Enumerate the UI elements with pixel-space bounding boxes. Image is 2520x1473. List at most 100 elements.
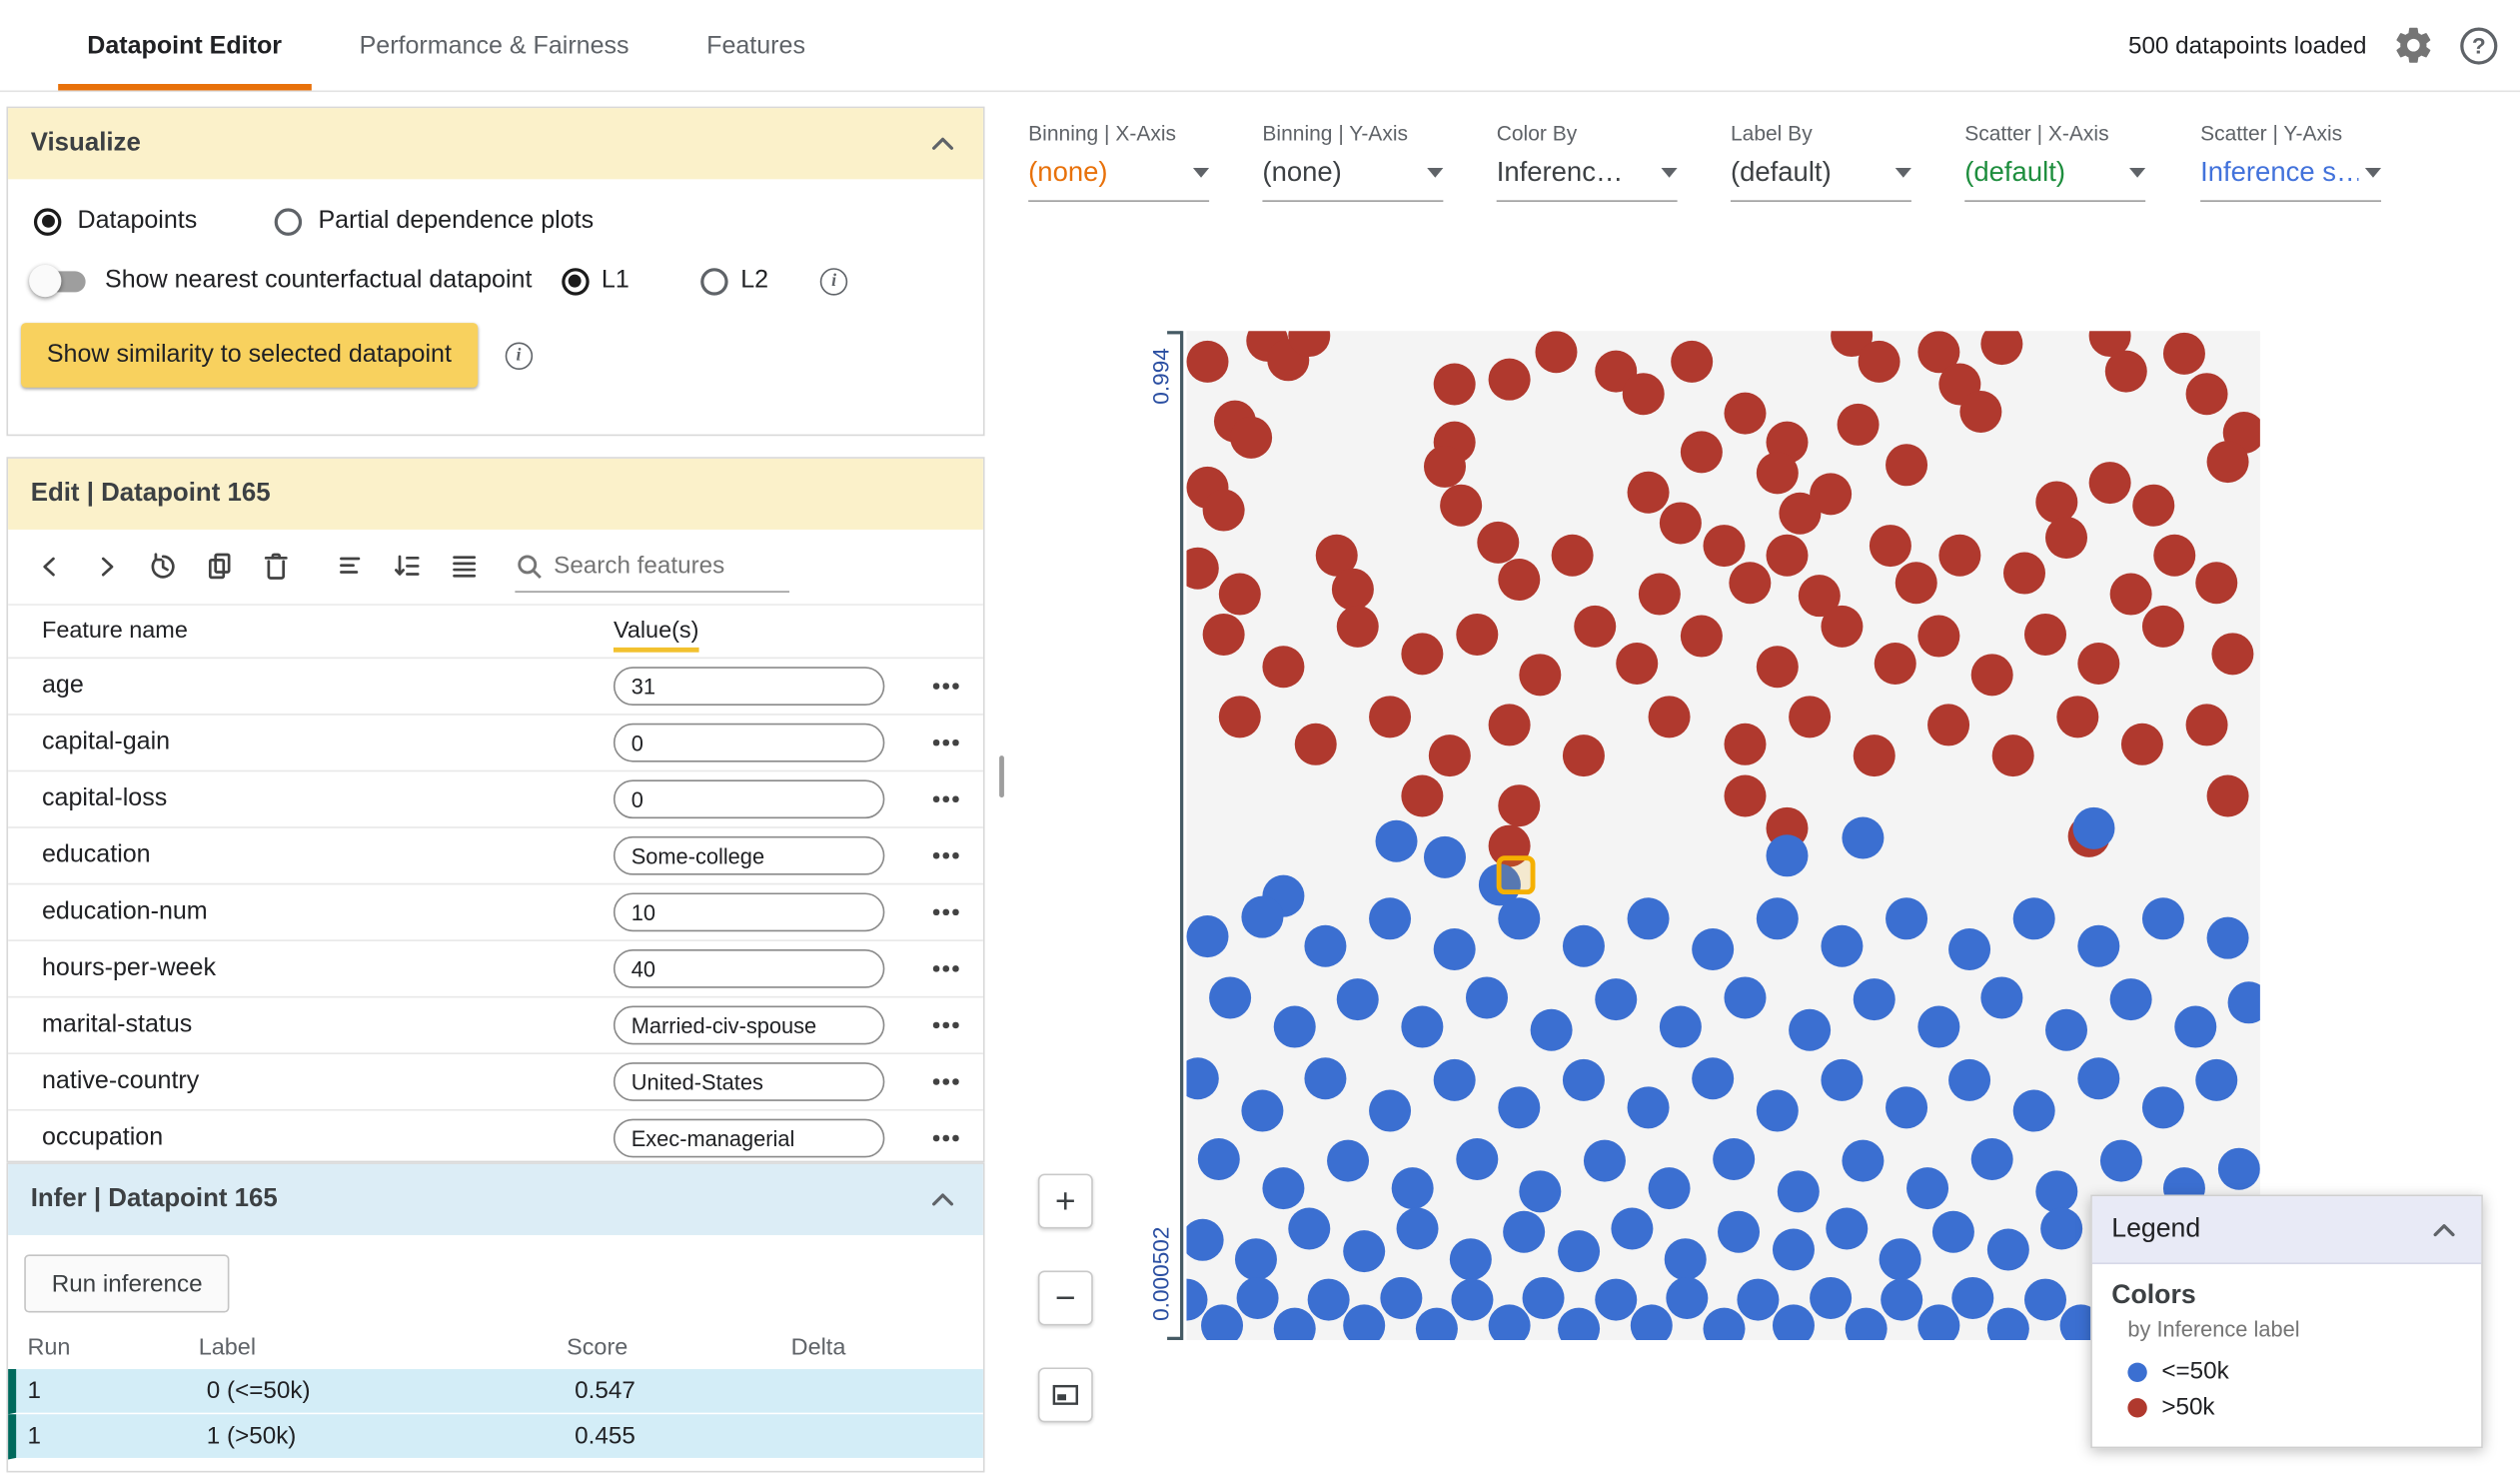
datapoint-dot[interactable] [2024,613,2067,656]
datapoint-dot[interactable] [1503,1209,1546,1252]
control-scatter-x-axis[interactable]: Scatter | X-Axis (default) [1964,121,2174,202]
datapoint-dot[interactable] [1305,925,1348,968]
datapoint-dot[interactable] [1627,471,1670,514]
fit-to-screen-button[interactable] [1037,1367,1093,1423]
datapoint-dot[interactable] [1756,451,1799,494]
control-binning-x-axis[interactable]: Binning | X-Axis (none) [1028,121,1238,202]
datapoint-dot[interactable] [1938,534,1981,577]
datapoint-dot[interactable] [1927,704,1970,746]
datapoint-dot[interactable] [1630,1303,1673,1340]
datapoint-dot[interactable] [1520,653,1563,696]
datapoint-dot[interactable] [1836,403,1879,446]
datapoint-dot[interactable] [1729,562,1772,605]
datapoint-dot[interactable] [1627,1086,1670,1129]
datapoint-dot[interactable] [1200,1303,1243,1340]
partial-dependence-radio[interactable] [274,207,303,236]
datapoint-dot[interactable] [1401,1005,1444,1048]
control-binning-y-axis[interactable]: Binning | Y-Axis (none) [1262,121,1472,202]
datapoint-dot[interactable] [2077,643,2120,686]
datapoint-dot[interactable] [2109,977,2152,1020]
datapoint-dot[interactable] [1885,896,1927,939]
datapoint-dot[interactable] [2120,724,2163,766]
datapoint-dot[interactable] [2163,332,2206,375]
datapoint-dot[interactable] [1536,331,1579,373]
zoom-out-button[interactable]: − [1037,1270,1093,1326]
datapoint-dot[interactable] [1788,1007,1831,1050]
feature-value-input[interactable] [613,667,885,707]
datapoint-dot[interactable] [1948,927,1991,970]
datapoint-dot[interactable] [1423,446,1466,489]
datapoint-dot[interactable] [1702,524,1745,567]
datapoint-dot[interactable] [1305,1056,1348,1099]
datapoint-dot[interactable] [1558,1306,1601,1340]
more-options-icon[interactable] [933,1022,959,1028]
control-scatter-y-axis[interactable]: Scatter | Y-Axis Inference s… [2200,121,2410,202]
datapoint-dot[interactable] [2077,1056,2120,1099]
datapoint-dot[interactable] [1401,633,1444,676]
datapoint-dot[interactable] [2228,980,2260,1023]
datapoint-dot[interactable] [1219,572,1262,615]
datapoint-dot[interactable] [1229,416,1272,459]
datapoint-dot[interactable] [1326,1139,1369,1182]
datapoint-dot[interactable] [2195,562,2238,605]
collapse-chevron-icon[interactable] [2426,1212,2462,1248]
datapoint-dot[interactable] [1638,572,1681,615]
datapoint-dot[interactable] [1702,1306,1745,1340]
datapoint-dot[interactable] [1666,1276,1709,1319]
datapoint-dot[interactable] [1197,1137,1240,1180]
datapoint-dot[interactable] [1772,1228,1815,1271]
datapoint-dot[interactable] [2002,552,2045,595]
scatter-plot[interactable] [1186,331,2260,1340]
datapoint-dot[interactable] [1487,358,1530,401]
datapoint-dot[interactable] [1622,372,1665,415]
datapoint-dot[interactable] [2072,806,2115,849]
datapoint-dot[interactable] [1932,1209,1975,1252]
datapoint-dot[interactable] [1272,1005,1315,1048]
datapoint-dot[interactable] [1428,734,1471,776]
datapoint-dot[interactable] [1595,1278,1638,1321]
datapoint-dot[interactable] [1881,1278,1923,1321]
info-icon[interactable]: i [505,341,533,370]
datapoint-dot[interactable] [1767,834,1810,877]
datapoint-dot[interactable] [1487,1303,1530,1340]
datapoint-dot[interactable] [1724,975,1767,1018]
datapoint-dot[interactable] [1713,1137,1756,1180]
datapoint-dot[interactable] [1203,613,1246,656]
control-label-by[interactable]: Label By (default) [1730,121,1940,202]
datapoint-dot[interactable] [1845,1306,1888,1340]
datapoint-dot[interactable] [1240,894,1283,937]
datapoint-dot[interactable] [1552,534,1595,577]
datapoint-dot[interactable] [1455,1137,1498,1180]
datapoint-dot[interactable] [1557,1230,1600,1273]
datapoint-dot[interactable] [1203,489,1246,532]
help-icon[interactable]: ? [2460,26,2498,64]
datapoint-dot[interactable] [1240,1088,1283,1131]
datapoint-dot[interactable] [1842,1139,1885,1182]
datapoint-dot[interactable] [1369,1088,1412,1131]
datapoint-dot[interactable] [1477,522,1520,565]
datapoint-dot[interactable] [2152,534,2195,577]
sort-features-icon[interactable] [380,541,437,593]
datapoint-dot[interactable] [2056,695,2099,737]
datapoint-dot[interactable] [2185,704,2228,746]
feature-value-input[interactable] [613,948,885,988]
more-options-icon[interactable] [933,852,959,859]
datapoint-dot[interactable] [1756,1088,1799,1131]
datapoint-dot[interactable] [1434,362,1477,405]
datapoint-dot[interactable] [1879,1238,1921,1281]
datapoint-dot[interactable] [1670,340,1713,383]
datapoint-dot[interactable] [2206,441,2249,484]
datapoint-dot[interactable] [1981,331,2024,365]
feature-value-input[interactable] [613,835,885,875]
datapoint-dot[interactable] [1466,975,1509,1018]
datapoint-dot[interactable] [1530,1007,1573,1050]
datapoint-dot[interactable] [1756,645,1799,688]
more-options-icon[interactable] [933,683,959,690]
next-datapoint-icon[interactable] [78,541,135,593]
datapoint-dot[interactable] [1767,534,1810,577]
datapoint-dot[interactable] [1369,896,1412,939]
more-options-icon[interactable] [933,908,959,915]
datapoint-dot[interactable] [1342,1230,1385,1273]
datapoint-dot[interactable] [1584,1139,1627,1182]
datapoint-dot[interactable] [2142,896,2185,939]
